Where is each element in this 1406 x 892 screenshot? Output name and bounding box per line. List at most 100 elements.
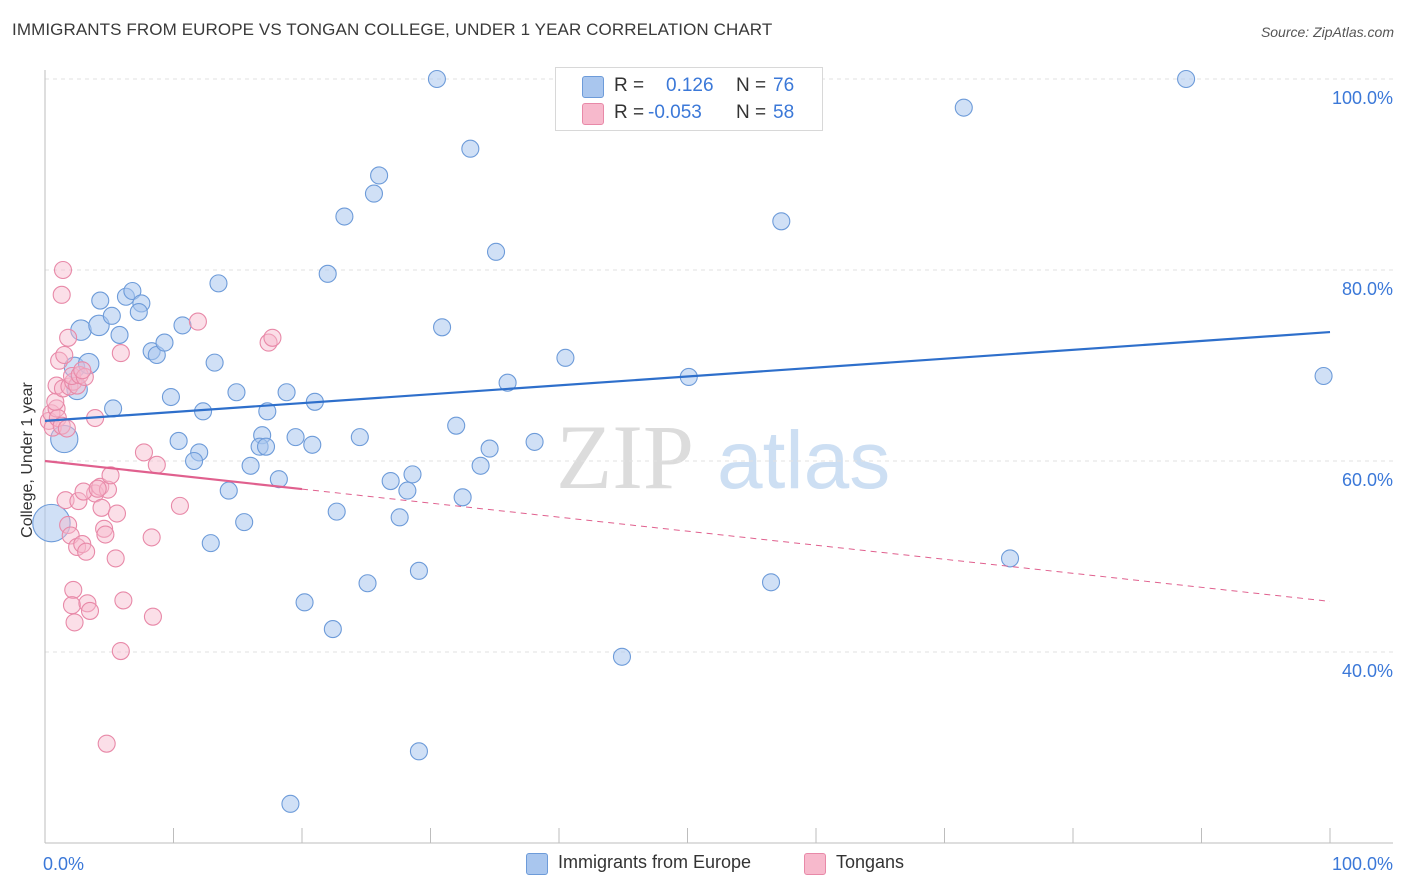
europe-point [556, 348, 575, 367]
europe-point [486, 242, 506, 261]
r-value-tongans: -0.053 [648, 102, 702, 123]
europe-point [498, 373, 517, 392]
tongan-point [111, 641, 130, 661]
r-value-europe: 0.126 [666, 75, 714, 96]
legend-label-europe: Immigrants from Europe [558, 852, 752, 872]
europe-legend-swatch [526, 853, 548, 875]
tongan-point [188, 312, 207, 331]
tongan-point [59, 515, 78, 535]
tongan-point [52, 416, 71, 435]
tongan-point [57, 419, 76, 438]
tongan-point [107, 504, 127, 523]
r-label: R = [614, 75, 645, 96]
stats-row-europe: R = 0.126 N = 76 [556, 73, 822, 101]
chart-title: IMMIGRANTS FROM EUROPE VS TONGAN COLLEGE… [12, 20, 773, 39]
tongan-trend-line-dashed [301, 488, 1331, 602]
europe-point [303, 435, 322, 454]
europe-point [161, 387, 180, 407]
europe-point [350, 428, 369, 447]
n-label: N = [736, 102, 767, 123]
europe-point [123, 281, 142, 301]
europe-point [461, 139, 480, 158]
y-tick-label: 80.0% [1342, 279, 1393, 299]
y-tick-label: 40.0% [1342, 661, 1393, 681]
tongan-point [142, 528, 161, 547]
europe-point [433, 318, 452, 337]
europe-point [129, 302, 148, 322]
europe-point [1000, 549, 1020, 568]
legend-item-tongans[interactable]: Tongans [804, 852, 934, 878]
europe-point [761, 573, 781, 592]
europe-point [258, 402, 277, 421]
tongan-point [65, 613, 84, 632]
europe-point [318, 264, 337, 283]
source-label: Source: ZipAtlas.com [1260, 24, 1394, 40]
europe-point [453, 488, 472, 507]
europe-point [447, 416, 466, 435]
europe-point [102, 306, 121, 325]
europe-point [235, 513, 254, 532]
tongan-point [69, 492, 88, 511]
europe-point [364, 184, 384, 203]
tongan-point [62, 596, 82, 615]
tongan-point [96, 525, 115, 544]
tongan-point [46, 392, 65, 411]
tongan-point [95, 519, 114, 538]
europe-point [409, 561, 428, 580]
legend-item-europe[interactable]: Immigrants from Europe [526, 852, 786, 878]
stats-legend-box: R = 0.126 N = 76 R = -0.053 N = 58 [555, 67, 823, 131]
tongan-point [53, 379, 73, 398]
europe-point [209, 274, 228, 293]
tongan-point [147, 455, 166, 474]
tongan-point [53, 260, 73, 280]
y-tick-label: 100.0% [1332, 88, 1393, 108]
europe-point [286, 428, 305, 447]
europe-point [256, 437, 276, 456]
europe-point [155, 333, 174, 352]
tongan-point [106, 549, 125, 568]
europe-trend-line [44, 330, 1331, 422]
tongan-point [80, 601, 100, 620]
tongan-point [111, 344, 130, 363]
tongan-point [50, 351, 69, 370]
grid-layer [45, 78, 1395, 653]
europe-point [110, 325, 129, 344]
europe-point [403, 465, 422, 484]
tongan-point [263, 328, 282, 347]
europe-point [104, 399, 123, 418]
europe-point [323, 620, 342, 639]
europe-point [173, 316, 192, 335]
tongan-point [68, 537, 87, 557]
europe-point [327, 502, 346, 521]
tongan-point [134, 443, 153, 462]
watermark-zip: ZIP [556, 406, 694, 508]
europe-point [471, 456, 490, 475]
tongan-point [74, 482, 93, 501]
stats-row-tongans: R = -0.053 N = 58 [556, 100, 822, 128]
tongan-point [101, 466, 120, 485]
europe-point [480, 439, 499, 458]
europe-point [398, 481, 417, 500]
europe-point [358, 574, 377, 593]
europe-point [427, 69, 446, 89]
europe-point [219, 481, 238, 500]
europe-point [32, 503, 71, 543]
europe-point [370, 166, 389, 185]
europe-point [91, 291, 110, 310]
tongan-point [59, 328, 78, 347]
europe-point [1177, 69, 1196, 89]
europe-point [390, 508, 409, 527]
europe-point [205, 353, 224, 372]
tongan-point [88, 479, 107, 498]
tongan-point [62, 366, 82, 386]
n-label: N = [736, 75, 767, 96]
tongan-point [77, 542, 96, 561]
tongan-point [52, 285, 71, 304]
tongan-point [73, 361, 92, 380]
europe-point [201, 534, 220, 553]
x-tick-label: 0.0% [43, 854, 84, 874]
tongan-point [170, 496, 189, 515]
europe-point [277, 383, 296, 402]
europe-point [381, 472, 400, 491]
trend-layer [44, 330, 1331, 602]
